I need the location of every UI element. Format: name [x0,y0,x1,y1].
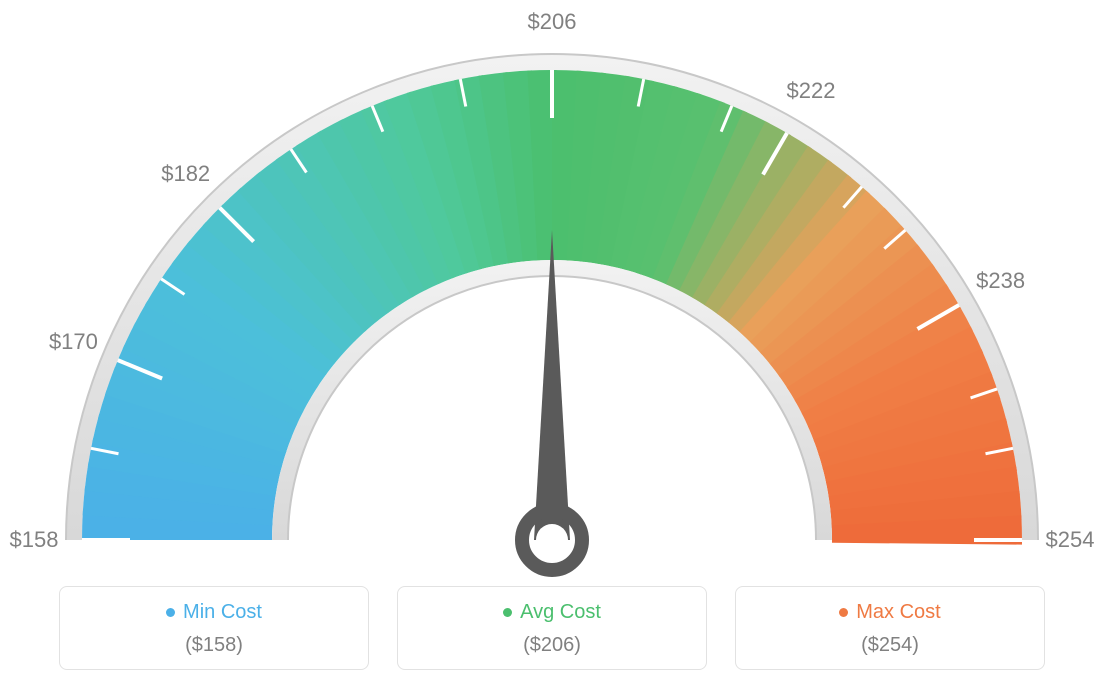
legend-label: Max Cost [856,601,940,624]
legend-title-avg: Avg Cost [503,601,601,624]
legend-card-min: Min Cost ($158) [59,586,369,670]
legend-title-min: Min Cost [166,601,262,624]
gauge-tick-label: $158 [10,527,59,553]
gauge-tick-label: $238 [976,268,1025,294]
gauge-tick-label: $182 [161,161,210,187]
legend-row: Min Cost ($158) Avg Cost ($206) Max Cost… [0,586,1104,670]
legend-value-max: ($254) [736,634,1044,657]
dot-icon [503,608,512,617]
gauge-tick-label: $254 [1046,527,1095,553]
dot-icon [839,608,848,617]
legend-value-avg: ($206) [398,634,706,657]
gauge-svg [0,20,1104,580]
legend-title-max: Max Cost [839,601,940,624]
legend-label: Avg Cost [520,601,601,624]
legend-card-max: Max Cost ($254) [735,586,1045,670]
gauge-tick-label: $170 [49,329,98,355]
gauge-chart: $158 $170 $182 $206 $222 $238 $254 [0,0,1104,560]
legend-label: Min Cost [183,601,262,624]
dot-icon [166,608,175,617]
legend-card-avg: Avg Cost ($206) [397,586,707,670]
legend-value-min: ($158) [60,634,368,657]
gauge-tick-label: $222 [787,78,836,104]
gauge-tick-label: $206 [528,9,577,35]
